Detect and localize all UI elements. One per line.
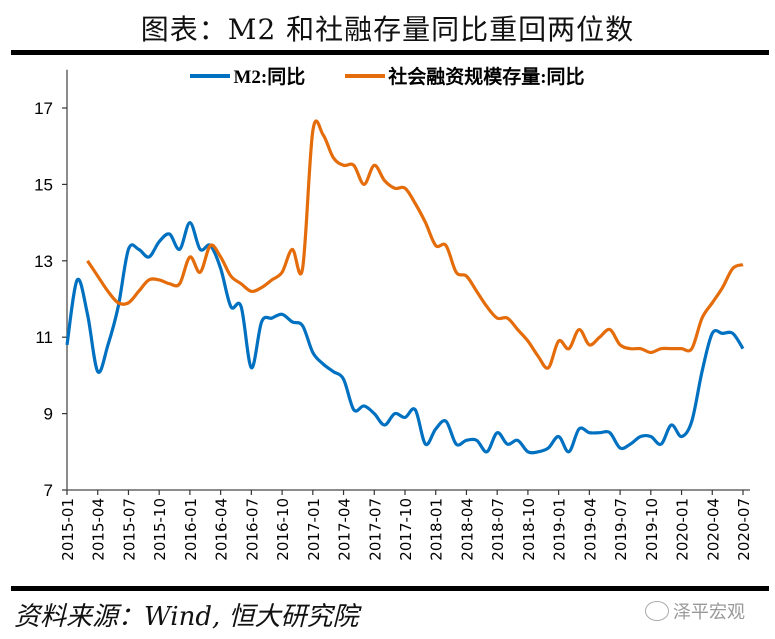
watermark: 泽平宏观 xyxy=(645,598,745,624)
y-tick-label: 11 xyxy=(35,328,53,347)
chart-title: 图表：M2 和社融存量同比重回两位数 xyxy=(140,13,635,46)
x-tick-label: 2017-04 xyxy=(336,498,354,561)
legend: M2:同比 社会融资规模存量:同比 xyxy=(0,62,775,89)
y-tick-label: 17 xyxy=(34,99,53,118)
y-tick-label: 15 xyxy=(34,175,53,194)
x-tick-label: 2020-04 xyxy=(704,498,722,561)
source-note: 资料来源：Wind, 恒大研究院 xyxy=(14,602,359,632)
legend-swatch-tsf xyxy=(345,73,386,78)
footer-divider xyxy=(11,586,769,591)
x-tick-label: 2017-01 xyxy=(305,498,323,561)
x-tick-label: 2015-04 xyxy=(90,498,108,561)
x-tick-label: 2017-07 xyxy=(366,498,384,561)
x-tick-label: 2018-04 xyxy=(458,498,476,561)
y-tick-label: 9 xyxy=(44,405,53,424)
legend-label-m2: M2:同比 xyxy=(233,67,306,88)
x-tick-label: 2015-10 xyxy=(151,498,169,561)
title-divider xyxy=(11,50,769,55)
x-tick-label: 2016-01 xyxy=(182,498,200,561)
legend-item-m2: M2:同比 xyxy=(190,62,305,89)
x-tick-label: 2019-04 xyxy=(581,498,599,561)
x-tick-label: 2016-07 xyxy=(243,498,261,561)
legend-swatch-m2 xyxy=(190,73,231,78)
x-tick-label: 2020-07 xyxy=(735,498,753,561)
y-tick-label: 7 xyxy=(44,481,53,500)
wechat-icon xyxy=(645,601,669,621)
legend-label-tsf: 社会融资规模存量:同比 xyxy=(388,67,585,88)
x-tick-label: 2018-07 xyxy=(489,498,507,561)
series-line-tsf xyxy=(86,119,744,370)
x-tick-label: 2017-10 xyxy=(397,498,415,561)
x-tick-label: 2020-01 xyxy=(674,498,692,561)
x-tick-label: 2015-01 xyxy=(59,498,77,561)
watermark-text: 泽平宏观 xyxy=(673,602,745,623)
x-tick-label: 2016-04 xyxy=(213,498,231,561)
x-tick-label: 2018-10 xyxy=(520,498,538,561)
x-tick-label: 2018-01 xyxy=(428,498,446,561)
x-tick-label: 2019-01 xyxy=(551,498,569,561)
x-tick-label: 2015-07 xyxy=(120,498,138,561)
legend-item-tsf: 社会融资规模存量:同比 xyxy=(345,62,585,89)
x-tick-label: 2016-10 xyxy=(274,498,292,561)
y-tick-label: 13 xyxy=(34,252,53,271)
x-tick-label: 2019-07 xyxy=(612,498,630,561)
series-line-m2 xyxy=(65,221,745,455)
x-tick-label: 2019-10 xyxy=(643,498,661,561)
